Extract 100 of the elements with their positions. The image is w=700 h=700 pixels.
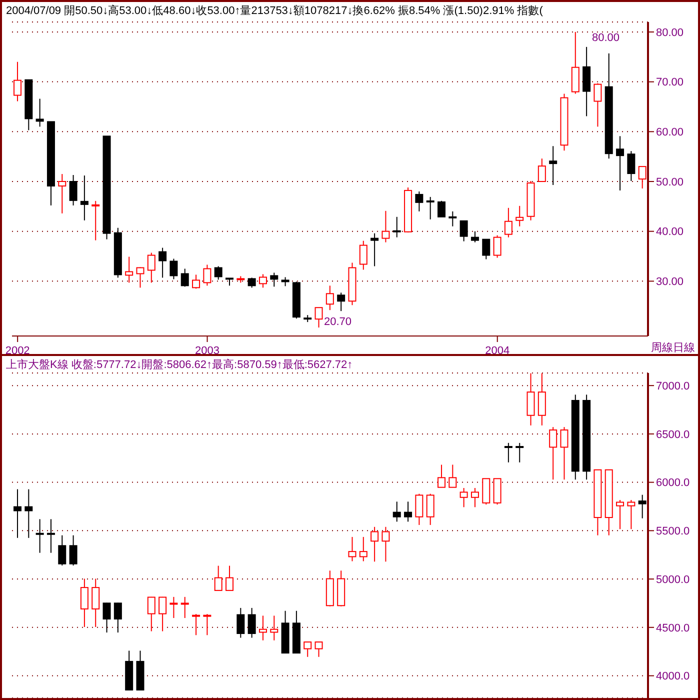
- candlestick: [80, 578, 88, 628]
- candlestick: [438, 200, 446, 218]
- candlestick: [460, 220, 468, 242]
- candlestick: [549, 146, 558, 186]
- x-tick-label: 2004: [485, 345, 510, 357]
- y-tick-label: 50.00: [656, 176, 684, 188]
- candlestick: [404, 501, 412, 522]
- candlestick: [616, 500, 624, 530]
- y-tick-label: 4500.0: [656, 622, 690, 634]
- candlestick: [203, 614, 212, 636]
- candlestick: [46, 518, 55, 554]
- candlestick: [24, 488, 33, 538]
- candlestick: [236, 607, 245, 638]
- x-tick-label: 2003: [195, 345, 220, 357]
- candlestick: [594, 82, 602, 128]
- candlestick: [192, 614, 200, 636]
- candlestick: [314, 641, 323, 658]
- candlestick: [627, 150, 636, 182]
- candlestick: [627, 500, 636, 530]
- candlestick: [392, 216, 401, 238]
- candlestick: [438, 464, 446, 488]
- candlestick: [638, 166, 646, 189]
- candlestick: [158, 247, 167, 278]
- candlestick: [448, 210, 457, 227]
- chart-title: 2004/07/09 開50.50↓高53.00↓低48.60↓收53.00↑量213753↓額1078217↓換6.62% 振8.54% 漲(1.50)2.91% 指數(: [6, 4, 543, 18]
- candlestick: [382, 526, 390, 562]
- x-tick-label: 2002: [5, 345, 30, 357]
- y-tick-label: 30.00: [656, 276, 684, 288]
- candlestick: [538, 158, 546, 182]
- candlestick: [460, 488, 468, 508]
- candlestick: [125, 256, 134, 284]
- candlestick: [69, 534, 78, 566]
- candlestick: [314, 307, 323, 328]
- candlestick: [180, 268, 189, 288]
- candlestick: [114, 602, 122, 634]
- candlestick: [370, 526, 379, 562]
- candlestick: [516, 205, 524, 227]
- annotation: 80.00: [592, 32, 620, 44]
- candlestick: [14, 61, 22, 102]
- y-tick-label: 70.00: [656, 76, 684, 89]
- candlestick: [638, 494, 646, 519]
- candlestick: [226, 565, 234, 591]
- candlestick: [158, 596, 167, 632]
- candlestick: [69, 174, 78, 206]
- y-tick-label: 7000.0: [656, 380, 690, 392]
- candlestick: [337, 292, 346, 312]
- candlestick: [426, 493, 434, 526]
- candlestick: [36, 98, 44, 128]
- candlestick: [258, 615, 267, 641]
- candlestick: [92, 200, 100, 241]
- candlestick: [560, 426, 568, 480]
- candlestick: [504, 442, 512, 463]
- candlestick: [147, 596, 156, 632]
- y-tick-label: 4000.0: [656, 670, 690, 683]
- candlestick: [180, 596, 189, 619]
- candlestick: [270, 272, 278, 288]
- candlestick: [270, 615, 278, 641]
- candlestick: [214, 266, 222, 280]
- candlestick: [58, 174, 66, 214]
- candlestick: [258, 274, 267, 288]
- annotation: 20.70: [324, 316, 352, 328]
- y-tick-label: 80.00: [656, 26, 684, 39]
- candlestick: [526, 373, 535, 426]
- candlestick: [493, 234, 502, 258]
- candlestick: [80, 175, 88, 221]
- candlestick: [326, 285, 334, 311]
- candlestick: [214, 565, 222, 591]
- candlestick: [170, 258, 178, 280]
- candlestick: [382, 210, 390, 243]
- candlestick: [359, 536, 368, 562]
- y-tick-label: 5500.0: [656, 526, 690, 538]
- candlestick: [448, 464, 457, 488]
- candlestick: [36, 518, 44, 554]
- candlestick: [370, 232, 379, 267]
- candlestick: [359, 240, 368, 270]
- candlestick: [348, 536, 356, 562]
- candlestick: [170, 596, 178, 619]
- candlestick: [192, 274, 200, 290]
- candlestick: [136, 266, 144, 288]
- y-tick-label: 60.00: [656, 126, 684, 139]
- candlestick: [538, 373, 546, 426]
- candlestick: [58, 534, 66, 566]
- y-tick-label: 5000.0: [656, 574, 690, 586]
- candlestick: [92, 578, 100, 628]
- candlestick: [248, 607, 256, 638]
- candlestick: [482, 238, 490, 260]
- candlestick: [392, 501, 401, 522]
- candlestick: [102, 602, 111, 634]
- y-tick-label: 6500.0: [656, 428, 690, 441]
- candlestick: [470, 488, 479, 508]
- y-tick-label: 6000.0: [656, 477, 690, 490]
- candlestick: [516, 442, 524, 463]
- candlestick: [549, 426, 558, 480]
- candlestick: [14, 488, 22, 538]
- candlestick: [504, 207, 512, 238]
- candlestick: [203, 264, 212, 286]
- candlestick: [147, 252, 156, 284]
- candlestick: [470, 230, 479, 243]
- candlestick: [304, 641, 312, 658]
- y-tick-label: 40.00: [656, 226, 684, 238]
